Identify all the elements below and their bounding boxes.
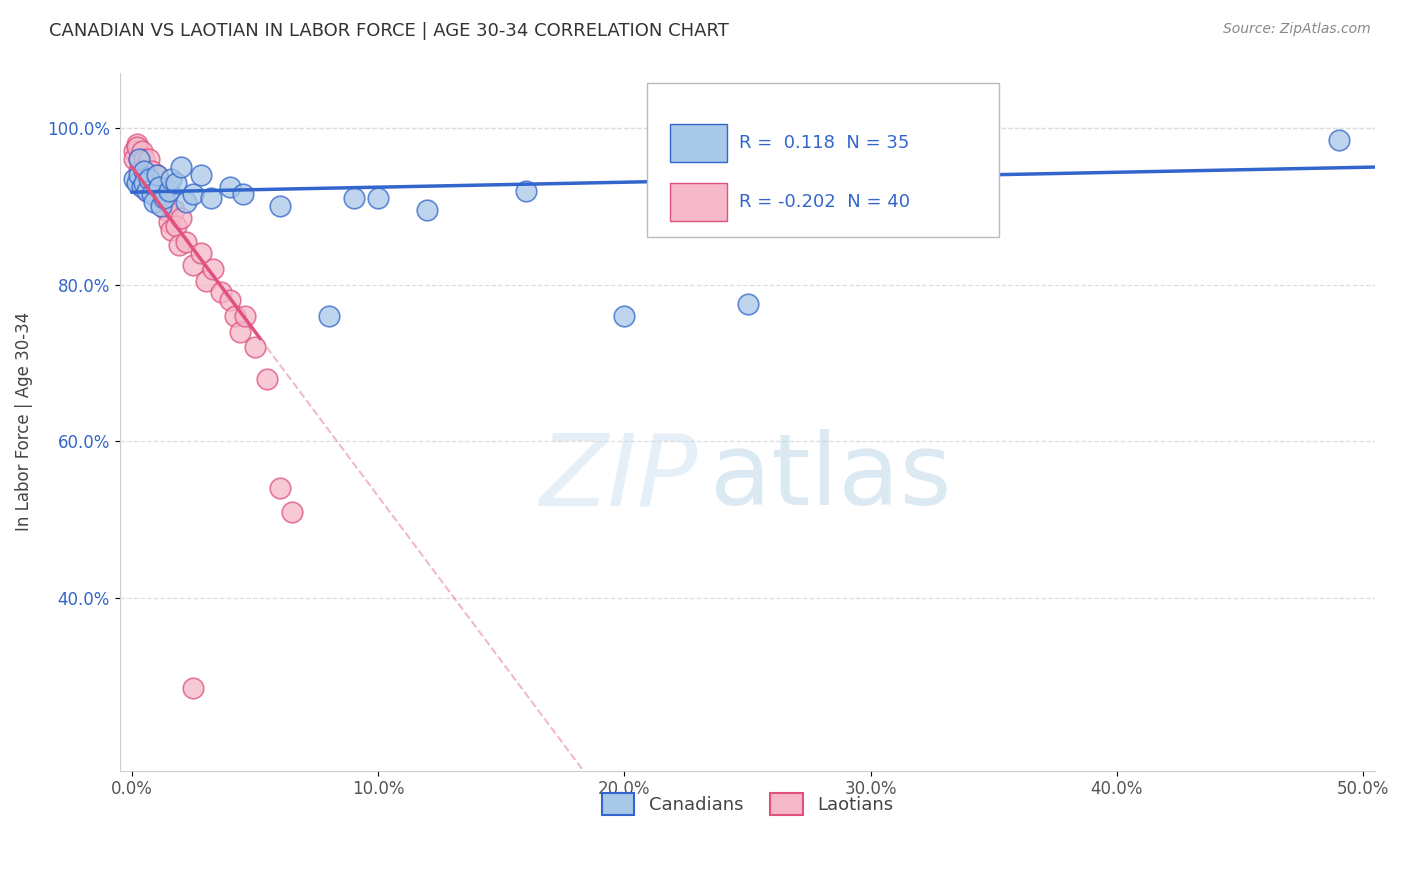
Point — [153, 191, 176, 205]
Point — [160, 223, 183, 237]
Point — [224, 309, 246, 323]
Point — [124, 171, 146, 186]
Point — [135, 184, 157, 198]
Point — [613, 309, 636, 323]
Point — [281, 505, 304, 519]
Point — [163, 203, 186, 218]
Point — [183, 258, 205, 272]
Point — [124, 152, 146, 166]
Point — [219, 293, 242, 308]
Point — [150, 199, 173, 213]
FancyBboxPatch shape — [647, 84, 998, 237]
Point — [145, 168, 167, 182]
Point — [416, 203, 439, 218]
Point — [243, 340, 266, 354]
Point — [515, 184, 537, 198]
Point — [219, 179, 242, 194]
Point — [209, 285, 232, 300]
Point — [194, 274, 217, 288]
Y-axis label: In Labor Force | Age 30-34: In Labor Force | Age 30-34 — [15, 312, 32, 532]
Point — [125, 136, 148, 151]
Text: CANADIAN VS LAOTIAN IN LABOR FORCE | AGE 30-34 CORRELATION CHART: CANADIAN VS LAOTIAN IN LABOR FORCE | AGE… — [49, 22, 730, 40]
Point — [145, 168, 167, 182]
Point — [128, 152, 150, 166]
Point — [174, 235, 197, 249]
Point — [256, 372, 278, 386]
Point — [269, 482, 291, 496]
FancyBboxPatch shape — [669, 183, 727, 221]
Point — [157, 215, 180, 229]
Point — [125, 140, 148, 154]
Point — [153, 195, 176, 210]
Point — [125, 176, 148, 190]
Point — [232, 187, 254, 202]
Point — [138, 171, 160, 186]
Point — [128, 152, 150, 166]
Point — [157, 184, 180, 198]
Point — [141, 187, 163, 202]
Point — [174, 195, 197, 210]
Point — [131, 179, 153, 194]
Point — [183, 187, 205, 202]
Point — [131, 145, 153, 159]
Point — [143, 195, 166, 210]
Point — [134, 152, 156, 166]
Point — [1327, 133, 1350, 147]
Point — [131, 176, 153, 190]
Point — [141, 164, 163, 178]
Legend: Canadians, Laotians: Canadians, Laotians — [593, 784, 903, 824]
Point — [190, 246, 212, 260]
Text: Source: ZipAtlas.com: Source: ZipAtlas.com — [1223, 22, 1371, 37]
Point — [269, 199, 291, 213]
Text: atlas: atlas — [710, 429, 952, 526]
Point — [143, 184, 166, 198]
Point — [200, 191, 222, 205]
Point — [134, 164, 156, 178]
Point — [318, 309, 340, 323]
Point — [128, 164, 150, 178]
Point — [128, 168, 150, 182]
FancyBboxPatch shape — [669, 124, 727, 161]
Point — [134, 164, 156, 178]
Point — [342, 191, 364, 205]
Point — [170, 211, 193, 225]
Point — [150, 191, 173, 205]
Text: R = -0.202  N = 40: R = -0.202 N = 40 — [738, 193, 910, 211]
Point — [167, 238, 190, 252]
Point — [134, 176, 156, 190]
Text: ZIP: ZIP — [538, 429, 697, 526]
Point — [737, 297, 759, 311]
Point — [160, 171, 183, 186]
Point — [190, 168, 212, 182]
Point — [229, 325, 252, 339]
Point — [908, 176, 931, 190]
Point — [138, 171, 160, 186]
Point — [124, 145, 146, 159]
Point — [367, 191, 389, 205]
Point — [165, 176, 187, 190]
Point — [202, 262, 225, 277]
Point — [165, 219, 187, 233]
Point — [148, 184, 170, 198]
Point — [170, 160, 193, 174]
Point — [183, 681, 205, 696]
Point — [233, 309, 256, 323]
Point — [138, 152, 160, 166]
Point — [155, 203, 177, 218]
Point — [148, 179, 170, 194]
Text: R =  0.118  N = 35: R = 0.118 N = 35 — [738, 134, 910, 152]
Point — [135, 184, 157, 198]
